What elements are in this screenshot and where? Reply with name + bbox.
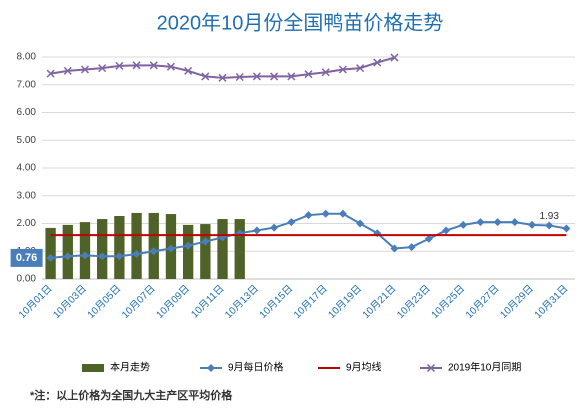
x-tick-label: 10月23日 <box>394 283 432 321</box>
point <box>80 65 90 74</box>
legend-label: 2019年10月同期 <box>448 361 521 374</box>
bar <box>62 224 73 279</box>
y-tick-label: 7.00 <box>17 79 37 90</box>
x-tick-label: 10月01日 <box>16 283 54 321</box>
x-tick-label: 10月25日 <box>429 283 467 321</box>
point <box>166 62 175 71</box>
y-tick-label: 6.00 <box>17 107 37 118</box>
data-label-box <box>10 248 43 267</box>
point <box>287 218 296 227</box>
point <box>115 61 124 70</box>
x-tick-label: 10月17日 <box>291 283 329 321</box>
point <box>98 252 107 261</box>
point <box>149 247 158 256</box>
x-tick-label: 10月05日 <box>85 283 123 321</box>
chart-title: 2020年10月份全国鸭苗价格走势 <box>157 11 444 34</box>
point <box>287 72 296 81</box>
y-tick-label: 5.00 <box>17 135 37 146</box>
point <box>321 209 330 218</box>
point <box>545 221 554 230</box>
point <box>149 61 158 70</box>
point <box>338 65 347 74</box>
bar <box>131 212 142 279</box>
point <box>166 244 175 253</box>
x-tick-label: 10月03日 <box>51 283 89 321</box>
bar <box>217 219 228 279</box>
point <box>218 73 227 82</box>
x-tick-label: 10月15日 <box>257 283 295 321</box>
note: *注：以上价格为全国九大主产区平均价格 <box>30 388 233 402</box>
x-tick-label: 10月07日 <box>119 283 157 321</box>
legend-label: 9月每日价格 <box>228 361 284 374</box>
point <box>338 209 347 218</box>
point <box>424 234 433 243</box>
x-tick-label: 10月13日 <box>223 283 261 321</box>
x-tick-label: 10月21日 <box>360 283 398 321</box>
x-tick-label: 10月27日 <box>463 283 501 321</box>
bar <box>200 224 211 279</box>
point <box>562 224 571 233</box>
point <box>98 64 107 73</box>
y-tick-label: 8.00 <box>17 52 37 63</box>
point <box>356 219 365 228</box>
point <box>132 61 141 70</box>
bar <box>182 224 194 279</box>
bar <box>97 219 108 279</box>
point <box>356 64 365 73</box>
point <box>46 253 55 262</box>
data-label: 0.76 <box>16 252 37 264</box>
point <box>63 252 72 261</box>
point <box>270 72 279 81</box>
point <box>80 251 89 260</box>
data-label: 1.93 <box>539 211 559 222</box>
point <box>459 220 468 229</box>
y-tick-label: 0.00 <box>17 274 37 285</box>
point <box>476 218 485 227</box>
legend-label: 本月走势 <box>110 361 150 374</box>
point <box>390 244 399 253</box>
x-tick-label: 10月29日 <box>498 283 536 321</box>
point <box>407 243 416 252</box>
x-tick-label: 10月19日 <box>326 283 364 321</box>
point <box>252 226 261 235</box>
point <box>270 223 279 232</box>
x-tick-label: 10月09日 <box>154 283 192 321</box>
bar <box>234 219 245 279</box>
point <box>304 70 313 79</box>
point <box>528 220 537 229</box>
y-tick-label: 3.00 <box>17 190 37 201</box>
point <box>201 237 210 246</box>
point <box>373 58 382 67</box>
legend-swatch <box>82 364 104 372</box>
point <box>304 211 313 220</box>
y-tick-label: 4.00 <box>17 163 37 174</box>
point <box>207 364 215 372</box>
point <box>426 363 436 373</box>
point <box>46 69 55 78</box>
point <box>252 72 261 81</box>
point <box>493 218 502 227</box>
point <box>63 66 72 75</box>
x-tick-label: 10月11日 <box>189 283 227 321</box>
point <box>390 53 399 62</box>
x-tick-label: 10月31日 <box>532 283 570 321</box>
point <box>201 72 210 81</box>
y-tick-label: 2.00 <box>17 218 37 229</box>
point <box>115 252 124 261</box>
point <box>184 66 193 75</box>
point <box>184 241 193 250</box>
point <box>132 250 141 259</box>
bar <box>45 227 56 279</box>
point <box>442 226 451 235</box>
bar <box>114 216 125 279</box>
point <box>235 72 244 82</box>
point <box>510 218 519 227</box>
legend-label: 9月均线 <box>346 361 382 374</box>
bar <box>148 212 159 279</box>
point <box>321 68 330 77</box>
bar <box>79 222 91 279</box>
